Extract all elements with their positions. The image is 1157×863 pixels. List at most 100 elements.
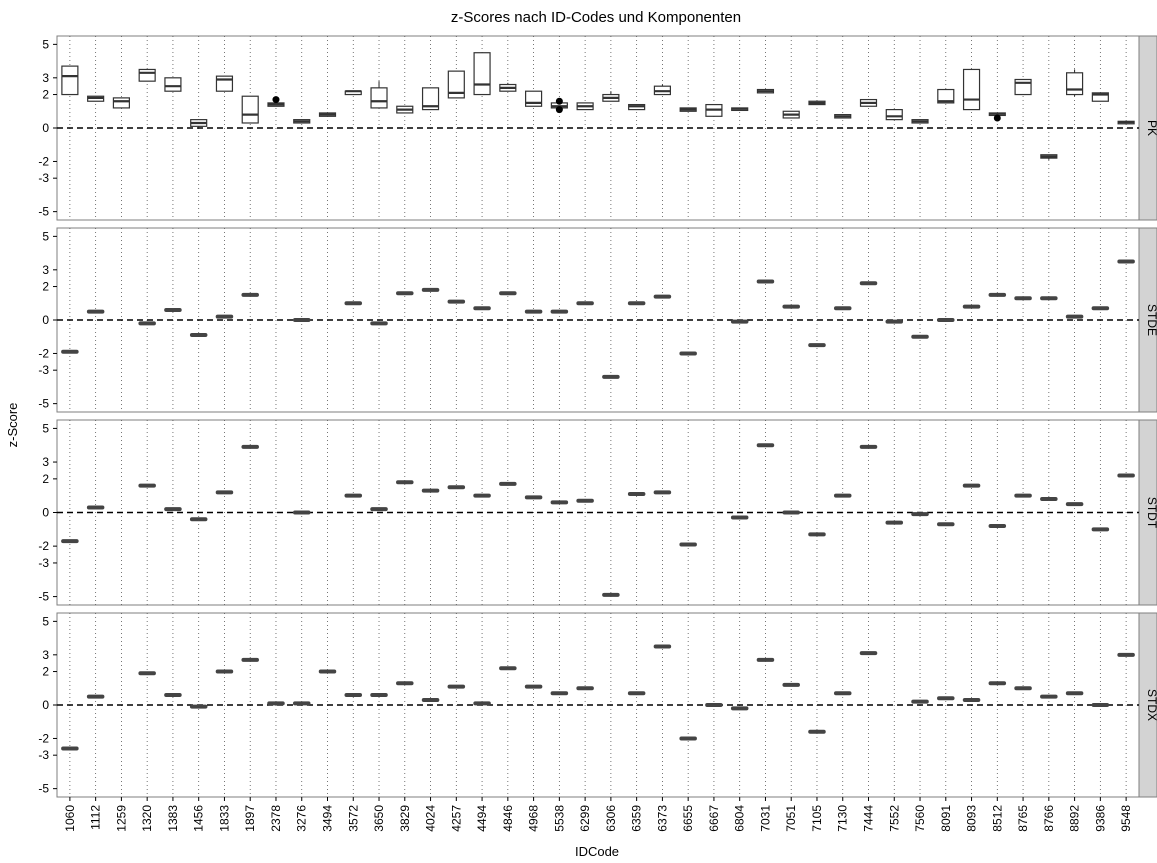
box-rect (241, 95, 259, 124)
x-tick-label: 8892 (1068, 805, 1082, 832)
panel-stde: STDE 5 3 2 0 -2 -3 -5 (38, 227, 1157, 413)
outlier-point (555, 106, 563, 114)
box-1060 (61, 65, 79, 96)
point-1897 (241, 444, 259, 449)
box-5538 (550, 97, 568, 114)
x-tick-label: 1320 (140, 805, 154, 832)
y-tick-label: 3 (42, 648, 49, 662)
box-1259 (112, 97, 130, 109)
box-rect (937, 88, 955, 104)
point-8091 (937, 522, 955, 527)
point-3650 (370, 692, 388, 697)
point-3829 (396, 291, 414, 296)
point-7444 (859, 281, 878, 286)
y-tick-label: 2 (42, 280, 49, 294)
x-tick-label: 3572 (346, 805, 360, 832)
x-tick-label: 7444 (862, 805, 876, 832)
point-8512 (988, 523, 1007, 528)
x-tick-label: 8093 (965, 805, 979, 832)
point-4257 (447, 485, 466, 490)
x-tick-label: 8766 (1042, 805, 1056, 832)
point-4257 (447, 299, 466, 304)
box-8091 (937, 88, 955, 104)
y-tick-label: -2 (38, 539, 49, 553)
y-tick-label: 0 (42, 121, 49, 135)
point-1060 (61, 349, 79, 354)
point-4968 (524, 309, 543, 314)
point-8892 (1065, 502, 1084, 507)
y-tick-label: 0 (42, 698, 49, 712)
box-1112 (87, 95, 105, 102)
point-6359 (627, 301, 646, 306)
point-1383 (164, 307, 182, 312)
point-7105 (808, 532, 826, 537)
y-tick-label: 0 (42, 313, 49, 327)
box-4494 (473, 52, 491, 96)
x-tick-label: 1833 (217, 805, 231, 832)
box-7444 (859, 98, 878, 107)
point-4968 (524, 495, 543, 500)
y-tick-label: 2 (42, 472, 49, 486)
point-1833 (215, 314, 234, 319)
x-tick-label: 2378 (269, 805, 283, 832)
panel-stdt: STDT 5 3 2 0 -2 -3 -5 (38, 419, 1157, 606)
x-tick-label: 6667 (707, 805, 721, 832)
point-3276 (292, 510, 311, 515)
point-4494 (473, 701, 491, 706)
point-8093 (962, 697, 981, 702)
point-8766 (1040, 296, 1058, 301)
box-7031 (756, 88, 775, 94)
point-1456 (189, 517, 208, 522)
point-1112 (86, 694, 105, 699)
box-1383 (164, 77, 182, 92)
point-3572 (344, 493, 363, 498)
point-7130 (833, 493, 852, 498)
x-tick-label: 7031 (758, 805, 772, 832)
box-8093 (962, 68, 981, 111)
point-8892 (1065, 691, 1084, 696)
point-8091 (937, 696, 955, 701)
point-8892 (1065, 314, 1084, 319)
box-rect (112, 97, 130, 109)
strip-label: PK (1145, 120, 1157, 136)
box-1897 (241, 95, 259, 124)
box-8765 (1014, 78, 1032, 96)
point-1112 (86, 309, 105, 314)
box-9548 (1117, 120, 1135, 125)
point-4024 (421, 488, 440, 493)
y-tick-label: -5 (38, 590, 49, 604)
point-1897 (241, 292, 259, 297)
point-4846 (499, 666, 517, 671)
box-3572 (344, 90, 362, 96)
point-4494 (473, 306, 491, 311)
point-7560 (911, 699, 929, 704)
x-tick-label: 7130 (836, 805, 850, 832)
y-tick-label: -5 (38, 782, 49, 796)
point-2378 (267, 701, 285, 706)
point-7130 (833, 691, 852, 696)
y-tick-label: 5 (42, 37, 49, 51)
point-6804 (730, 706, 749, 711)
y-tick-label: 2 (42, 88, 49, 102)
box-6299 (576, 102, 594, 111)
box-8512 (988, 112, 1006, 122)
point-8512 (988, 292, 1007, 297)
x-tick-label: 1383 (166, 805, 180, 832)
point-7105 (808, 729, 826, 734)
box-rect (473, 52, 491, 96)
outlier-point (555, 97, 563, 105)
box-2378 (267, 96, 285, 107)
x-tick-label: 6306 (604, 805, 618, 832)
point-1320 (138, 483, 156, 488)
point-3829 (396, 480, 414, 485)
y-tick-label: -5 (38, 397, 49, 411)
point-9548 (1117, 259, 1135, 264)
box-rect (61, 65, 79, 96)
x-tick-label: 8512 (990, 805, 1004, 832)
point-9548 (1117, 652, 1135, 657)
point-6299 (576, 686, 594, 691)
point-3650 (370, 507, 388, 512)
y-tick-label: 5 (42, 421, 49, 435)
x-tick-label: 9386 (1093, 805, 1107, 832)
box-3650 (370, 81, 388, 109)
